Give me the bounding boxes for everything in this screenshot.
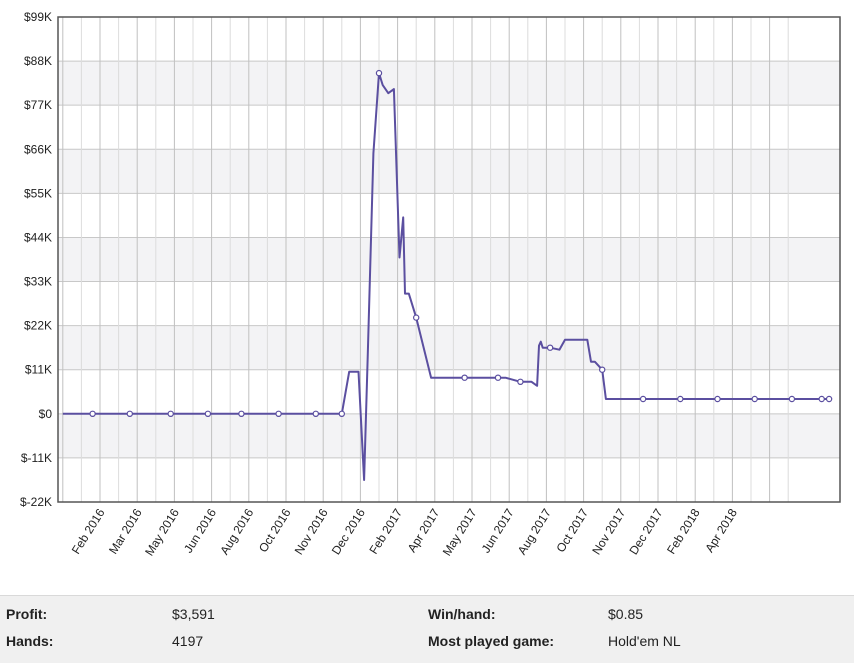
series-marker: [599, 366, 606, 373]
series-marker: [546, 344, 554, 351]
x-tick-label: Dec 2016: [329, 506, 368, 557]
plot-border: [57, 16, 841, 503]
most-played-game-value: Hold'em NL: [608, 633, 681, 649]
y-tick-label: $11K: [25, 363, 52, 377]
series-marker: [639, 395, 647, 403]
plot-band: [58, 17, 840, 62]
profit-value: $3,591: [172, 606, 215, 622]
y-tick-label: $66K: [24, 142, 52, 156]
series-marker: [238, 410, 245, 417]
series-marker: [714, 395, 721, 403]
x-tick-label: Nov 2016: [292, 506, 331, 557]
plot-band: [58, 61, 840, 106]
y-tick-label: $44K: [24, 230, 52, 244]
y-tick-label: $88K: [24, 54, 52, 68]
profit-label: Profit:: [6, 606, 48, 622]
most-played-game-label: Most played game:: [428, 633, 555, 649]
stats-panel: Profit: $3,591 Win/hand: $0.85 Hands: 41…: [0, 595, 854, 663]
series-marker: [204, 410, 212, 417]
series-marker: [413, 314, 420, 321]
y-tick-label: $55K: [24, 186, 52, 200]
x-tick-label: May 2016: [142, 506, 182, 558]
plot-band: [58, 369, 840, 414]
x-tick-label: Apr 2017: [405, 506, 443, 555]
series-markers: [89, 69, 833, 417]
series-marker: [494, 374, 502, 381]
y-tick-label: $77K: [24, 98, 52, 112]
series-marker: [788, 395, 796, 403]
series-line-profit: [62, 72, 830, 481]
series-marker: [677, 395, 684, 403]
y-tick-label: $33K: [24, 275, 52, 289]
x-tick-label: Aug 2016: [217, 506, 256, 557]
profit-chart: $-22K $-11K $0 $11K $22K $33K $44K $55K $66K $77K…: [20, 10, 841, 558]
x-tick-label: Jun 2017: [479, 506, 517, 556]
series-marker: [818, 395, 825, 403]
x-tick-label: Feb 2018: [664, 506, 703, 557]
y-tick-label: $22K: [24, 319, 52, 333]
series-marker: [312, 410, 319, 417]
y-tick-label: $-11K: [21, 451, 52, 465]
series-marker: [89, 410, 96, 417]
plot-band: [58, 237, 840, 282]
plot-band: [58, 325, 840, 370]
x-tick-label: Jun 2016: [181, 506, 219, 556]
series-marker: [517, 378, 524, 385]
win-per-hand-label: Win/hand:: [428, 606, 496, 622]
hands-label: Hands:: [6, 633, 54, 649]
x-tick-label: Nov 2017: [589, 506, 628, 557]
y-tick-label: $99K: [24, 10, 52, 24]
stats-row-2: Hands: 4197 Most played game: Hold'em NL: [0, 633, 854, 659]
y-axis-ticks: $-22K $-11K $0 $11K $22K $33K $44K $55K $66K $77K…: [20, 10, 52, 509]
series-marker: [751, 395, 758, 403]
x-tick-label: May 2017: [440, 506, 480, 558]
hands-value: 4197: [172, 633, 204, 649]
series-marker: [275, 410, 282, 417]
series-marker: [126, 410, 134, 417]
x-tick-label: Dec 2017: [626, 506, 665, 557]
stats-row-1: Profit: $3,591 Win/hand: $0.85: [0, 606, 854, 632]
x-tick-label: Feb 2016: [69, 506, 108, 557]
x-tick-label: Mar 2016: [106, 506, 145, 557]
plot-band: [58, 193, 840, 238]
plot-band: [58, 457, 840, 502]
x-tick-label: Aug 2017: [515, 506, 554, 557]
x-tick-label: Oct 2016: [256, 506, 294, 555]
x-tick-label: Apr 2018: [702, 506, 740, 555]
plot-bands: [58, 17, 840, 502]
series-marker: [461, 374, 468, 381]
series-marker: [825, 395, 833, 403]
plot-band: [58, 413, 840, 458]
plot-band: [58, 149, 840, 194]
y-tick-label: $0: [39, 407, 53, 421]
win-per-hand-value: $0.85: [608, 606, 644, 622]
x-tick-label: Oct 2017: [553, 506, 591, 555]
series-marker: [167, 410, 174, 417]
plot-band: [58, 281, 840, 326]
series-marker: [338, 410, 345, 417]
series-marker: [375, 69, 383, 77]
y-tick-label: $-22K: [20, 495, 52, 509]
x-tick-label: Feb 2017: [366, 506, 405, 557]
plot-band: [58, 105, 840, 150]
